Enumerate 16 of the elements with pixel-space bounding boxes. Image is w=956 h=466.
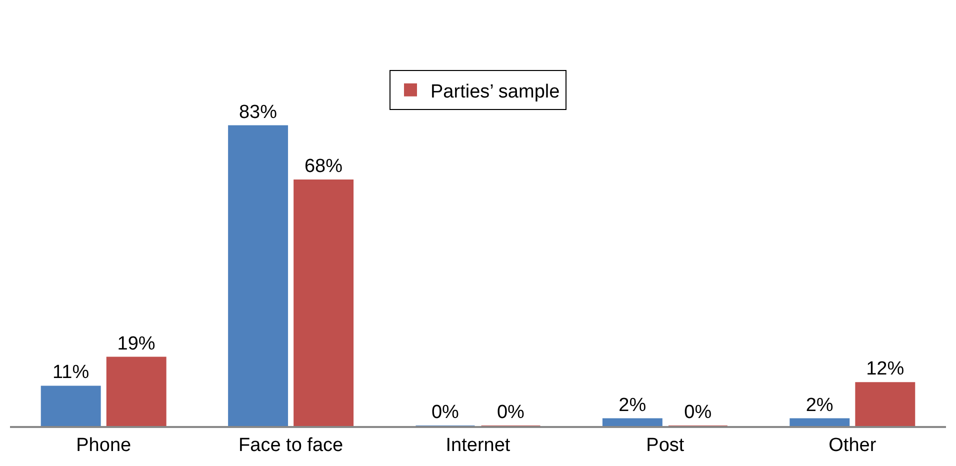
data-label: 2% (806, 394, 834, 416)
legend-label: Parties’ sample (430, 81, 560, 102)
data-label: 83% (238, 102, 278, 123)
data-label: 0% (431, 402, 460, 423)
x-tick-label: Face to face (238, 434, 344, 456)
x-tick-label: Phone (76, 434, 132, 456)
data-label: 2% (618, 394, 646, 416)
data-label: 12% (866, 358, 904, 380)
data-label: 19% (117, 333, 156, 354)
data-label: 0% (496, 402, 525, 423)
x-tick-label: Internet (446, 434, 511, 456)
x-tick-label: Other (828, 434, 877, 456)
data-label: 11% (52, 362, 90, 384)
data-label: 0% (684, 402, 712, 423)
data-label: 68% (304, 156, 343, 178)
x-tick-label: Post (646, 434, 685, 456)
